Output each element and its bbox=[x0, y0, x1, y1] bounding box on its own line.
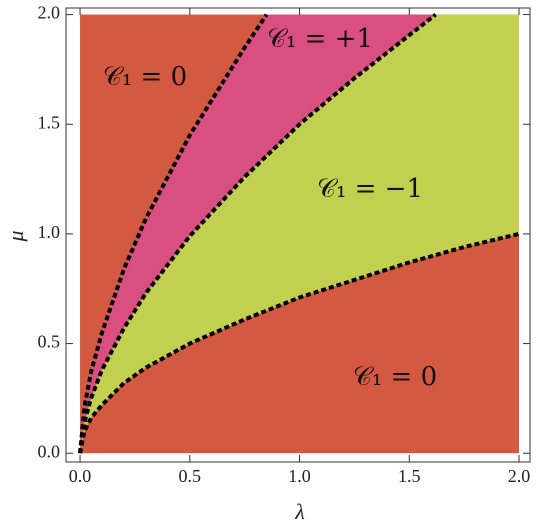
y-tick-label: 2.0 bbox=[38, 3, 61, 23]
region-label: 𝒞₁ = +1 bbox=[267, 24, 373, 54]
region-label: 𝒞₁ = 0 bbox=[353, 362, 437, 392]
x-axis-label: λ bbox=[294, 499, 305, 524]
region bbox=[80, 14, 436, 454]
phase-boundary bbox=[78, 231, 520, 454]
y-axis-label: μ bbox=[3, 230, 28, 242]
y-tick-label: 0.0 bbox=[38, 441, 61, 461]
x-tick-label: 1.0 bbox=[288, 466, 311, 486]
phase-boundary bbox=[78, 13, 269, 454]
phase-boundary bbox=[78, 13, 437, 454]
x-tick-label: 0.0 bbox=[69, 466, 92, 486]
region-label: 𝒞₁ = −1 bbox=[317, 174, 423, 204]
x-tick-label: 1.5 bbox=[398, 466, 421, 486]
x-tick-label: 2.0 bbox=[508, 466, 531, 486]
region-label: 𝒞₁ = 0 bbox=[103, 62, 187, 92]
y-tick-label: 1.5 bbox=[38, 112, 61, 132]
y-tick-label: 0.5 bbox=[38, 332, 61, 352]
y-tick-label: 1.0 bbox=[38, 222, 61, 242]
x-tick-label: 0.5 bbox=[179, 466, 202, 486]
plot-frame bbox=[65, 7, 531, 463]
